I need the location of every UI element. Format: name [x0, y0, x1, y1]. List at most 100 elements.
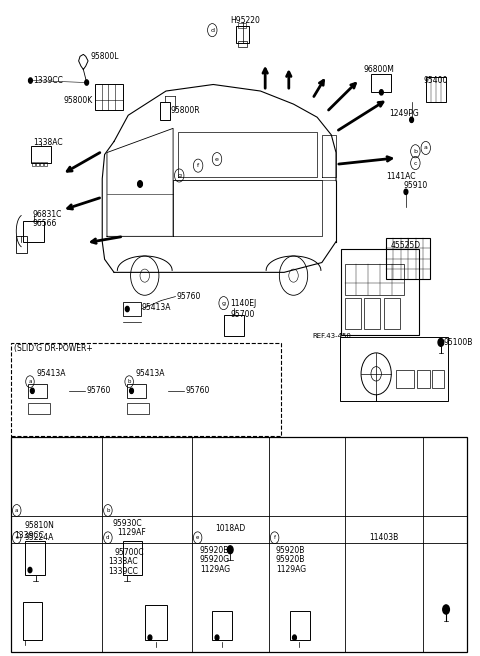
- Bar: [31, 146, 51, 163]
- Text: 45525D: 45525D: [391, 241, 421, 250]
- Text: 95400: 95400: [423, 76, 447, 85]
- Bar: [122, 302, 142, 316]
- Bar: [364, 298, 381, 329]
- Circle shape: [125, 306, 129, 312]
- Text: 95760: 95760: [176, 292, 201, 301]
- Text: 95700C: 95700C: [114, 548, 144, 558]
- Bar: [340, 337, 448, 401]
- Bar: [122, 541, 143, 575]
- Bar: [224, 315, 244, 336]
- Bar: [290, 611, 310, 640]
- Bar: [44, 163, 47, 166]
- Bar: [212, 611, 232, 640]
- Bar: [25, 541, 45, 575]
- Text: 95920B: 95920B: [276, 546, 305, 556]
- Bar: [345, 298, 360, 329]
- Bar: [36, 163, 39, 166]
- Bar: [40, 163, 43, 166]
- Bar: [11, 343, 281, 436]
- Text: 95920G: 95920G: [199, 556, 229, 564]
- Bar: [385, 238, 431, 279]
- Text: 95920B: 95920B: [199, 546, 228, 556]
- Text: 95224A: 95224A: [24, 533, 54, 543]
- Text: 95920B: 95920B: [276, 556, 305, 564]
- Text: 95800R: 95800R: [170, 106, 200, 115]
- Bar: [384, 298, 400, 329]
- Text: a: a: [15, 508, 19, 513]
- Bar: [24, 220, 44, 241]
- Text: f: f: [197, 163, 199, 168]
- Circle shape: [443, 605, 449, 614]
- Text: e: e: [215, 157, 219, 161]
- Circle shape: [28, 567, 32, 573]
- Text: f: f: [274, 535, 276, 541]
- Bar: [16, 236, 27, 253]
- Circle shape: [30, 388, 34, 394]
- Text: 95413A: 95413A: [36, 369, 66, 379]
- Text: 95413A: 95413A: [142, 302, 171, 312]
- Text: 95413A: 95413A: [136, 369, 165, 379]
- Text: (SLID'G DR-POWER+: (SLID'G DR-POWER+: [14, 344, 93, 354]
- Text: 95760: 95760: [186, 386, 210, 395]
- Bar: [11, 438, 467, 652]
- Circle shape: [293, 635, 296, 640]
- Text: 96831C: 96831C: [33, 211, 62, 219]
- Bar: [238, 23, 246, 28]
- Text: 95700: 95700: [230, 310, 254, 319]
- Bar: [345, 264, 404, 295]
- Bar: [372, 74, 391, 92]
- Bar: [24, 602, 42, 640]
- Text: 95760: 95760: [87, 386, 111, 395]
- Circle shape: [438, 338, 444, 346]
- Bar: [32, 163, 35, 166]
- Text: H95220: H95220: [230, 16, 260, 25]
- Text: 96566: 96566: [33, 219, 57, 228]
- Text: 11403B: 11403B: [370, 533, 399, 543]
- Text: 95800K: 95800K: [63, 96, 93, 105]
- Bar: [417, 370, 431, 388]
- Text: 95100B: 95100B: [444, 338, 473, 347]
- Circle shape: [380, 90, 383, 95]
- Text: c: c: [15, 535, 18, 541]
- Text: 1140EJ: 1140EJ: [230, 298, 256, 308]
- Bar: [426, 77, 445, 102]
- Circle shape: [29, 78, 32, 83]
- Circle shape: [148, 635, 152, 640]
- Bar: [341, 249, 419, 335]
- Bar: [236, 26, 249, 43]
- Text: c: c: [414, 161, 417, 165]
- Text: a: a: [424, 146, 428, 150]
- Circle shape: [228, 546, 233, 554]
- Text: 1339CC: 1339CC: [108, 567, 138, 575]
- Bar: [95, 84, 122, 110]
- Bar: [28, 384, 47, 398]
- Text: b: b: [106, 508, 109, 513]
- Text: g: g: [177, 173, 181, 178]
- Text: 1338AC: 1338AC: [33, 138, 62, 147]
- Text: 1339CC: 1339CC: [14, 531, 44, 540]
- Circle shape: [410, 117, 413, 123]
- Bar: [145, 605, 168, 640]
- Bar: [238, 41, 247, 47]
- Text: 95810N: 95810N: [24, 521, 54, 530]
- Text: e: e: [196, 535, 199, 541]
- Text: 1338AC: 1338AC: [108, 558, 138, 566]
- Text: 96800M: 96800M: [363, 65, 394, 74]
- Bar: [396, 370, 414, 388]
- Circle shape: [404, 189, 408, 194]
- Text: 1129AG: 1129AG: [276, 565, 307, 573]
- Text: 95800L: 95800L: [90, 52, 119, 61]
- Bar: [127, 403, 149, 415]
- Text: 1129AF: 1129AF: [118, 528, 146, 537]
- Text: a: a: [28, 379, 32, 384]
- Text: REF.43-450: REF.43-450: [312, 333, 351, 339]
- Text: b: b: [127, 379, 131, 384]
- Text: 1129AG: 1129AG: [200, 565, 230, 573]
- Circle shape: [138, 180, 143, 187]
- Text: 1249PG: 1249PG: [390, 109, 420, 118]
- Circle shape: [130, 388, 133, 394]
- Text: d: d: [106, 535, 109, 541]
- Text: b: b: [413, 149, 418, 154]
- Text: g: g: [222, 300, 226, 306]
- Bar: [127, 384, 146, 398]
